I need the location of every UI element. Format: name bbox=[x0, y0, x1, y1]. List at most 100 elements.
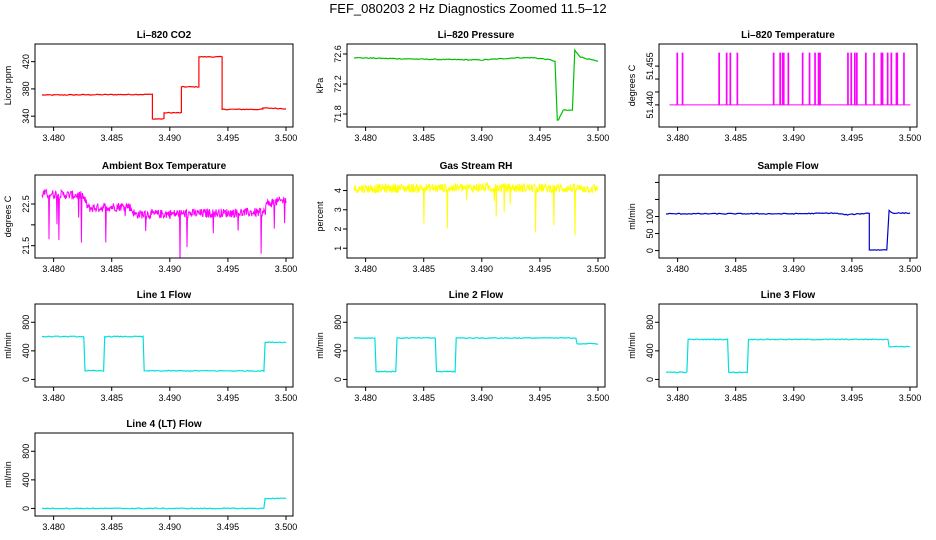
x-tick-label: 3.485 bbox=[724, 393, 747, 403]
panel-title: Sample Flow bbox=[757, 161, 818, 172]
x-tick-label: 3.480 bbox=[354, 264, 377, 274]
series-line bbox=[41, 188, 287, 258]
x-tick-label: 3.490 bbox=[159, 264, 182, 274]
y-tick-label: 0 bbox=[21, 506, 31, 511]
y-tick-label: 72.6 bbox=[333, 45, 343, 63]
y-tick-label: 71.8 bbox=[333, 105, 343, 123]
y-tick-label: 400 bbox=[21, 343, 31, 358]
series-line bbox=[353, 48, 599, 121]
series-line bbox=[42, 497, 287, 510]
y-tick-label: 4 bbox=[333, 188, 343, 193]
x-tick-label: 3.485 bbox=[100, 522, 123, 532]
x-tick-label: 3.495 bbox=[841, 264, 864, 274]
x-tick-label: 3.480 bbox=[666, 133, 689, 143]
series-line bbox=[41, 55, 286, 120]
x-tick-label: 3.495 bbox=[217, 522, 240, 532]
x-tick-label: 3.490 bbox=[783, 393, 806, 403]
y-axis-label: percent bbox=[315, 201, 325, 232]
plot-frame bbox=[658, 43, 918, 128]
chart-panel: Sample Flow 3.480 3.485 3.490 3.495 3.500 0 50 1… bbox=[627, 161, 921, 274]
y-tick-label: 51.455 bbox=[645, 52, 655, 80]
x-tick-label: 3.495 bbox=[841, 133, 864, 143]
x-tick-label: 3.500 bbox=[899, 264, 922, 274]
chart-panel: Li–820 CO2 3.480 3.485 3.490 3.495 3.500 340 38… bbox=[3, 30, 297, 143]
series-line bbox=[353, 181, 599, 236]
x-tick-label: 3.480 bbox=[354, 133, 377, 143]
y-tick-label: 22.5 bbox=[21, 195, 31, 213]
panel-title: Li–820 CO2 bbox=[137, 30, 192, 41]
panel-title: Line 2 Flow bbox=[449, 290, 504, 301]
y-tick-label: 800 bbox=[645, 315, 655, 330]
chart-panel: Li–820 Temperature 3.480 3.485 3.490 3.495 3.… bbox=[627, 30, 921, 143]
y-tick-label: 50 bbox=[645, 229, 655, 239]
x-tick-label: 3.480 bbox=[42, 522, 65, 532]
x-tick-label: 3.500 bbox=[899, 393, 922, 403]
x-tick-label: 3.495 bbox=[217, 133, 240, 143]
chart-panel: Gas Stream RH 3.480 3.485 3.490 3.495 3.500 1 2… bbox=[315, 161, 609, 274]
y-tick-label: 21.5 bbox=[21, 237, 31, 255]
y-tick-label: 72.2 bbox=[333, 75, 343, 93]
chart-panel: Ambient Box Temperature 3.480 3.485 3.490 3.… bbox=[3, 161, 297, 274]
y-tick-label: 380 bbox=[21, 81, 31, 96]
y-tick-label: 400 bbox=[333, 343, 343, 358]
x-tick-label: 3.500 bbox=[275, 133, 298, 143]
series-line bbox=[665, 209, 911, 251]
x-tick-label: 3.495 bbox=[217, 264, 240, 274]
x-tick-label: 3.490 bbox=[783, 133, 806, 143]
y-axis-label: degrees C bbox=[3, 195, 13, 237]
x-tick-label: 3.500 bbox=[275, 264, 298, 274]
plot-frame bbox=[658, 174, 918, 259]
x-tick-label: 3.480 bbox=[42, 393, 65, 403]
x-tick-label: 3.485 bbox=[412, 393, 435, 403]
plot-frame bbox=[34, 432, 294, 517]
x-tick-label: 3.480 bbox=[666, 264, 689, 274]
y-tick-label: 800 bbox=[21, 315, 31, 330]
series-line bbox=[669, 52, 911, 106]
x-tick-label: 3.500 bbox=[587, 133, 610, 143]
x-tick-label: 3.490 bbox=[471, 393, 494, 403]
x-tick-label: 3.490 bbox=[159, 393, 182, 403]
y-axis-label: ml/min bbox=[3, 461, 13, 488]
plot-frame bbox=[346, 174, 606, 259]
y-tick-label: 100 bbox=[645, 209, 655, 224]
x-tick-label: 3.490 bbox=[159, 133, 182, 143]
y-tick-label: 0 bbox=[645, 248, 655, 253]
plot-frame bbox=[346, 303, 606, 388]
chart-panel: Line 1 Flow 3.480 3.485 3.490 3.495 3.500 0 400… bbox=[3, 290, 297, 403]
x-tick-label: 3.490 bbox=[471, 133, 494, 143]
y-tick-label: 0 bbox=[21, 377, 31, 382]
x-tick-label: 3.495 bbox=[529, 393, 552, 403]
x-tick-label: 3.485 bbox=[724, 264, 747, 274]
x-tick-label: 3.500 bbox=[899, 133, 922, 143]
plot-frame bbox=[658, 303, 918, 388]
y-tick-label: 0 bbox=[333, 377, 343, 382]
panel-title: Line 4 (LT) Flow bbox=[126, 419, 202, 430]
plot-frame bbox=[34, 174, 294, 259]
x-tick-label: 3.495 bbox=[841, 393, 864, 403]
y-tick-label: 0 bbox=[645, 377, 655, 382]
x-tick-label: 3.480 bbox=[666, 393, 689, 403]
x-tick-label: 3.485 bbox=[412, 133, 435, 143]
y-tick-label: 800 bbox=[333, 315, 343, 330]
x-tick-label: 3.485 bbox=[100, 264, 123, 274]
panel-title: Ambient Box Temperature bbox=[102, 161, 227, 172]
panel-title: Li–820 Temperature bbox=[741, 30, 835, 41]
y-axis-label: ml/min bbox=[627, 203, 637, 230]
chart-panel: Line 3 Flow 3.480 3.485 3.490 3.495 3.500 0 400… bbox=[627, 290, 921, 403]
x-tick-label: 3.500 bbox=[275, 522, 298, 532]
x-tick-label: 3.495 bbox=[217, 393, 240, 403]
chart-panel: Line 2 Flow 3.480 3.485 3.490 3.495 3.500 0 400… bbox=[315, 290, 609, 403]
page-title: FEF_080203 2 Hz Diagnostics Zoomed 11.5–… bbox=[329, 1, 607, 16]
y-axis-label: ml/min bbox=[315, 332, 325, 359]
series-line bbox=[41, 335, 287, 373]
y-axis-label: degrees C bbox=[627, 64, 637, 106]
x-tick-label: 3.490 bbox=[159, 522, 182, 532]
x-tick-label: 3.490 bbox=[783, 264, 806, 274]
series-line bbox=[353, 336, 598, 373]
panel-title: Gas Stream RH bbox=[440, 161, 513, 172]
chart-panel: Li–820 Pressure 3.480 3.485 3.490 3.495 3.500… bbox=[315, 30, 609, 143]
panel-title: Line 1 Flow bbox=[137, 290, 192, 301]
y-tick-label: 400 bbox=[21, 472, 31, 487]
y-tick-label: 1 bbox=[333, 246, 343, 251]
